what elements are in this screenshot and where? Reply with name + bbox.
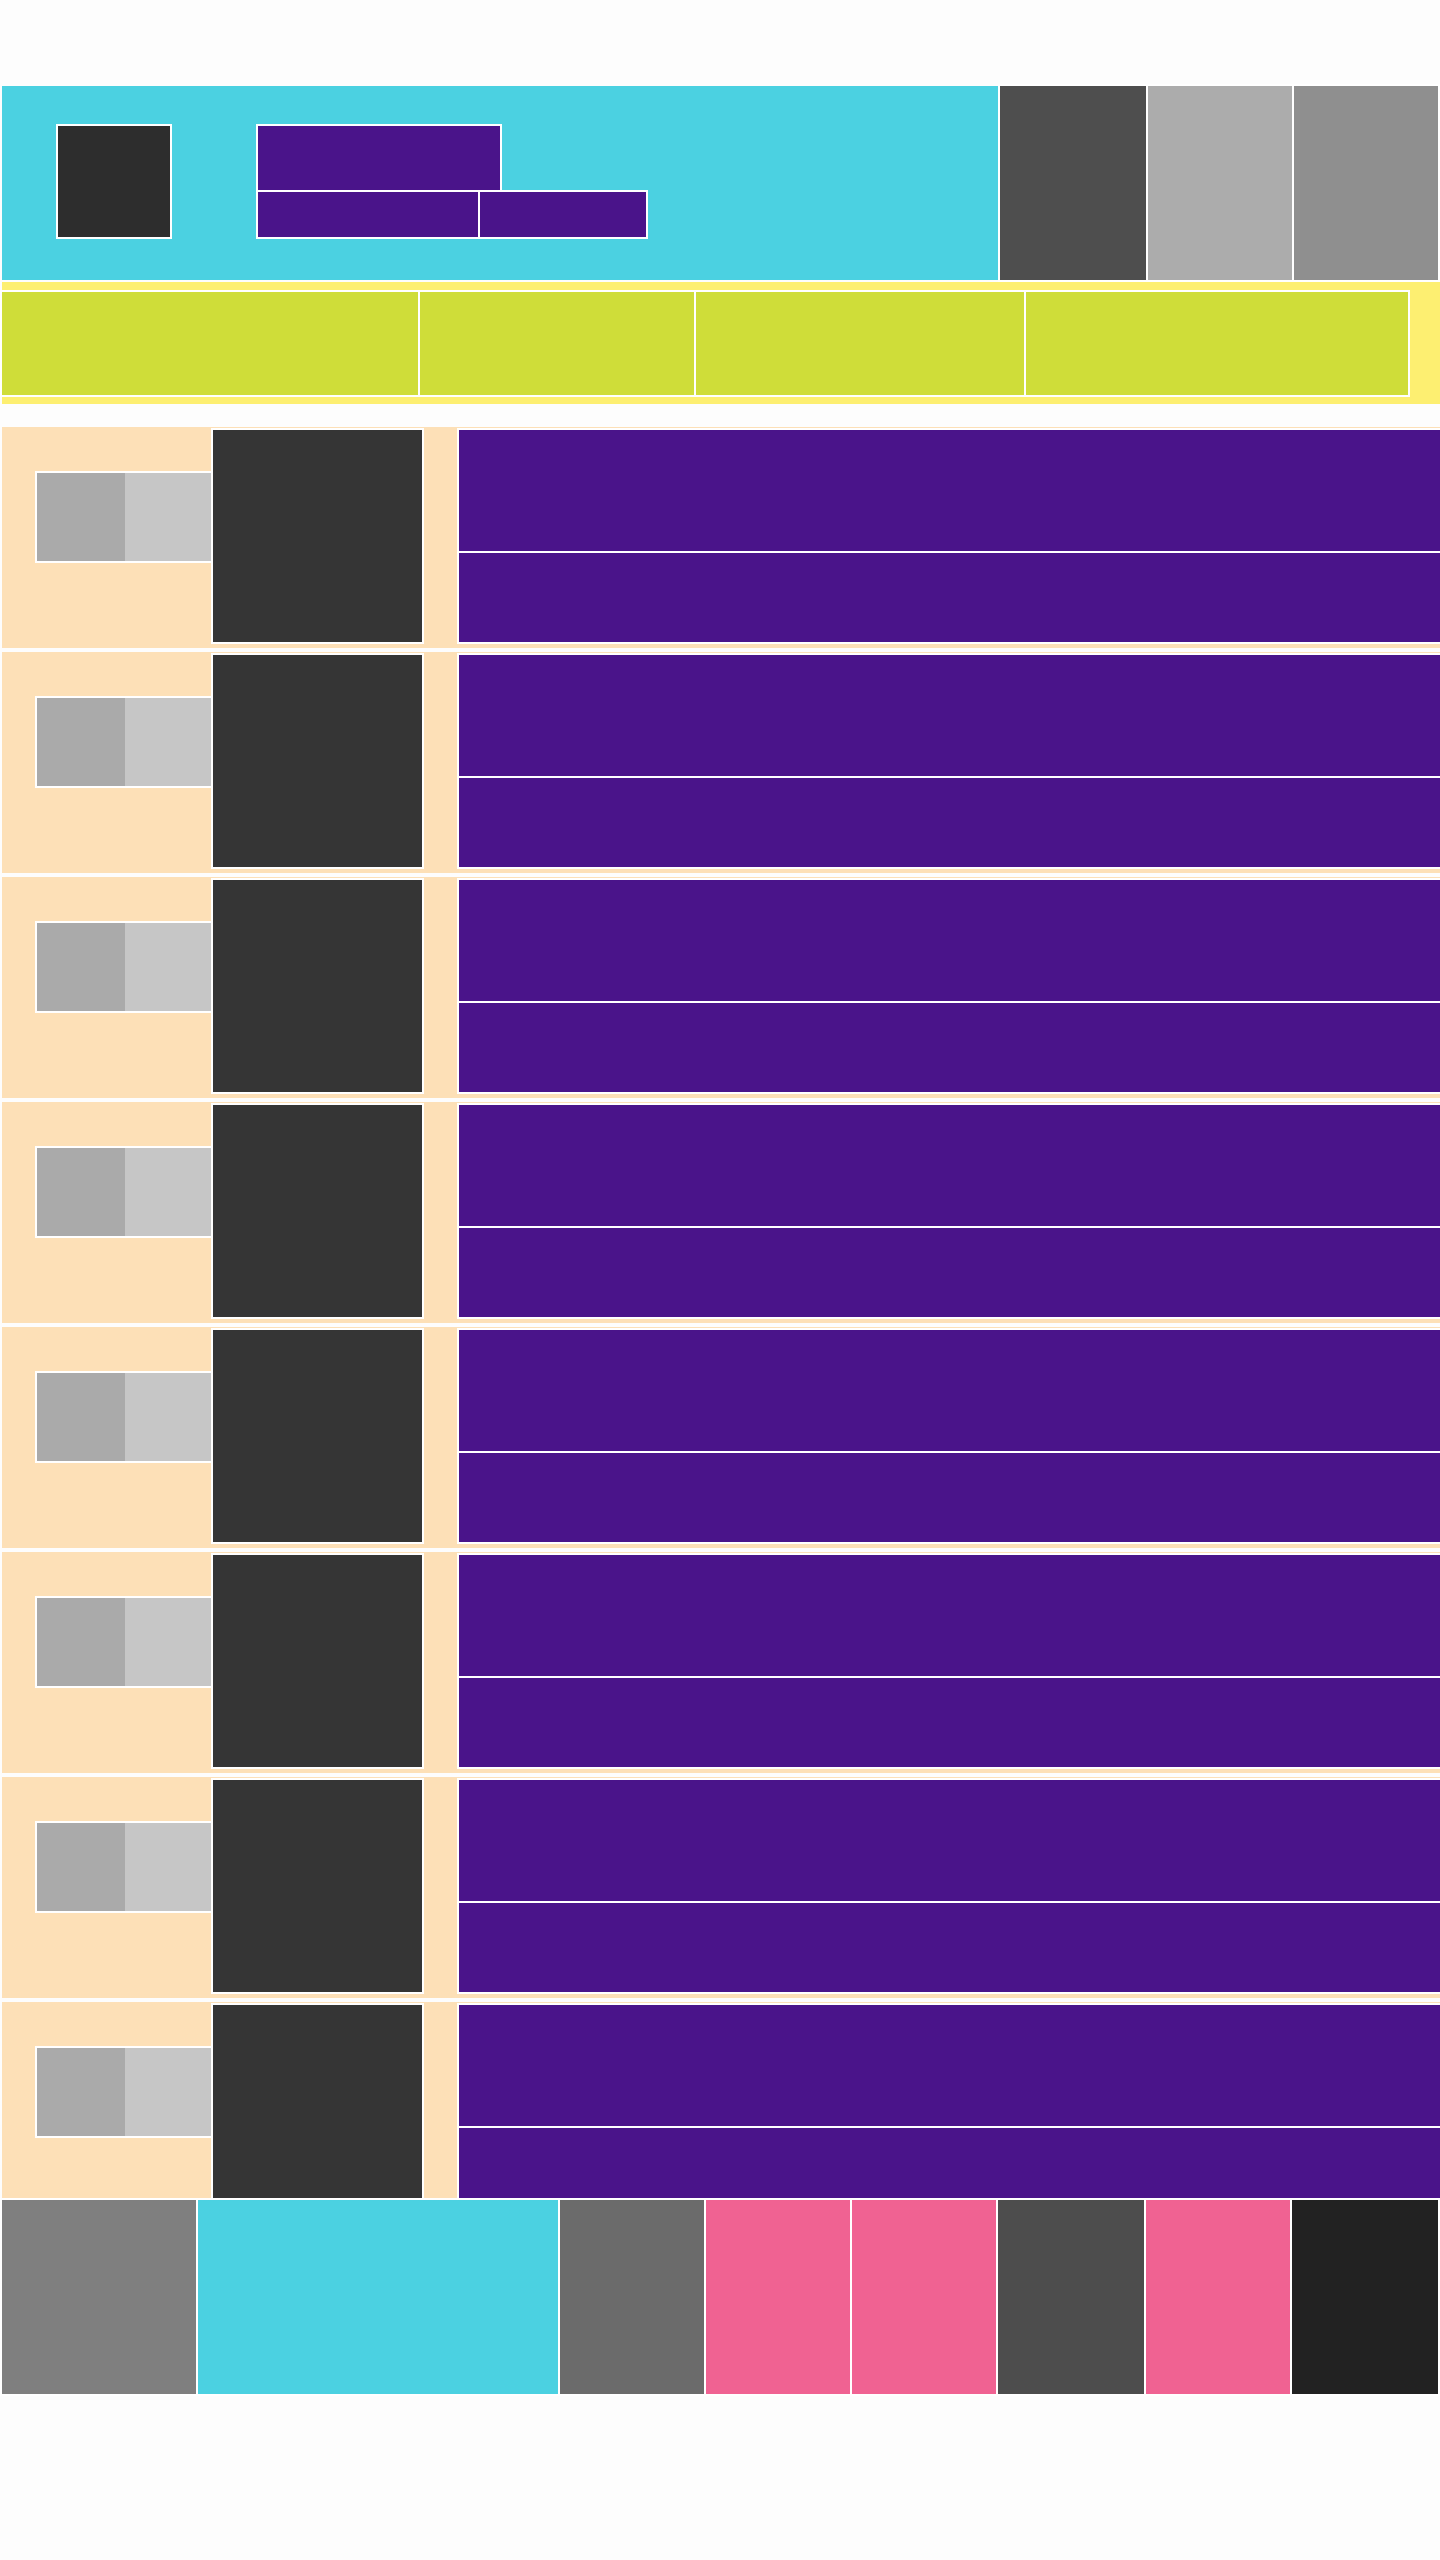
item-meta-left [457,1901,954,1994]
bottom-tab-4[interactable] [704,2198,854,2396]
app-subtitle-b [478,190,648,239]
bottom-tab-5[interactable] [850,2198,1000,2396]
thumbnail-icon [35,1596,127,1688]
nav-tab-2[interactable] [418,290,698,397]
thumbnail-icon [35,2046,127,2138]
item-meta-right [952,1676,1440,1769]
thumbnail-icon [125,1371,213,1463]
item-title [457,878,1440,1003]
thumbnail-icon [35,1821,127,1913]
header-action-2-button[interactable] [1146,84,1294,282]
item-meta-left [457,551,954,644]
item-meta-left [457,1226,954,1319]
item-meta-right [952,551,1440,644]
item-title [457,2003,1440,2128]
bottom-tab-6[interactable] [996,2198,1148,2396]
thumbnail-icon [125,471,213,563]
item-title [457,1778,1440,1903]
app-title [256,124,502,193]
list-item[interactable] [2,1552,1440,1773]
item-image[interactable] [211,2003,424,2202]
item-title [457,653,1440,778]
thumbnail-icon [125,2046,213,2138]
item-meta-left [457,1451,954,1544]
item-meta-right [952,1001,1440,1094]
bottom-tab-7[interactable] [1144,2198,1294,2396]
item-meta-left [457,1001,954,1094]
item-image[interactable] [211,1553,424,1769]
header-action-1-button[interactable] [998,84,1150,282]
logo-icon[interactable] [56,124,172,239]
item-meta-left [457,776,954,869]
app-subtitle-a [256,190,480,239]
item-meta-right [952,1226,1440,1319]
item-image[interactable] [211,1778,424,1994]
thumbnail-icon [35,471,127,563]
list-item[interactable] [2,1777,1440,1998]
bottom-tab-1[interactable] [0,2198,200,2396]
item-image[interactable] [211,653,424,869]
item-title [457,1103,1440,1228]
thumbnail-icon [35,1146,127,1238]
item-title [457,428,1440,553]
thumbnail-icon [125,921,213,1013]
item-meta-left [457,1676,954,1769]
item-meta-right [952,776,1440,869]
bottom-tab-8[interactable] [1290,2198,1440,2396]
item-image[interactable] [211,1328,424,1544]
thumbnail-icon [125,696,213,788]
item-meta-right [952,1451,1440,1544]
nav-tab-4[interactable] [1024,290,1410,397]
item-image[interactable] [211,878,424,1094]
list-item[interactable] [2,1102,1440,1323]
list-item[interactable] [2,652,1440,873]
bottom-tab-3[interactable] [558,2198,708,2396]
thumbnail-icon [125,1596,213,1688]
item-image[interactable] [211,428,424,644]
thumbnail-icon [125,1821,213,1913]
item-image[interactable] [211,1103,424,1319]
item-title [457,1553,1440,1678]
list-item[interactable] [2,427,1440,648]
bottom-tab-2[interactable] [196,2198,562,2396]
nav-tab-1[interactable] [0,290,422,397]
item-title [457,1328,1440,1453]
list-item[interactable] [2,1327,1440,1548]
app-header [2,86,1000,280]
item-meta-right [952,1901,1440,1994]
header-action-3-button[interactable] [1292,84,1440,282]
thumbnail-icon [35,1371,127,1463]
item-meta-right [952,2126,1440,2200]
thumbnail-icon [125,1146,213,1238]
thumbnail-icon [35,696,127,788]
nav-tab-3[interactable] [694,290,1028,397]
list-item[interactable] [2,877,1440,1098]
list-item[interactable] [2,2002,1440,2202]
thumbnail-icon [35,921,127,1013]
item-meta-left [457,2126,954,2200]
